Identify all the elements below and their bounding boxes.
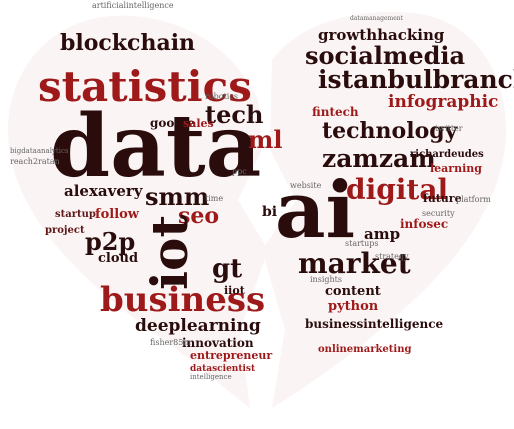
word-gt: gt <box>212 254 243 284</box>
word-datascientist: datascientist <box>190 364 256 374</box>
word-ai: ai <box>275 165 356 256</box>
word-alexavery: alexavery <box>64 182 143 200</box>
word-bi: bi <box>262 204 278 220</box>
word-istanbulbranch: istanbulbranch <box>318 65 514 94</box>
word-datamanagement: datamanagement <box>350 15 404 22</box>
word-startup: startup <box>55 209 96 220</box>
word-growthhacking: growthhacking <box>318 26 445 44</box>
word-learning: learning <box>430 162 482 175</box>
word-iot: iot <box>140 214 199 290</box>
word-seo: seo <box>178 203 220 229</box>
word-blockchain: blockchain <box>60 30 196 56</box>
word-entrepreneur: entrepreneur <box>190 349 273 362</box>
word-twitter: twitter <box>435 124 463 133</box>
word-google: google <box>150 116 195 130</box>
word-future: future <box>423 192 462 205</box>
word-infosec: infosec <box>400 217 449 231</box>
heart-right-half <box>262 11 507 408</box>
word-follow: follow <box>95 207 140 222</box>
word-market: market <box>298 247 411 280</box>
word-tech: tech <box>205 100 264 129</box>
word-artificialintelligence: artificialintelligence <box>92 1 174 10</box>
word-project: project <box>45 225 85 236</box>
word-p2p: p2p <box>85 227 136 256</box>
word-security: security <box>422 209 455 218</box>
word-statistics: statistics <box>38 62 252 111</box>
word-business: business <box>100 280 266 320</box>
word-ml: ml <box>248 125 283 154</box>
word-technology: technology <box>322 118 458 144</box>
word-cloud: cloud <box>98 251 139 266</box>
word-ppc: ppc <box>232 167 247 176</box>
word-platform: platform <box>456 195 491 204</box>
word-fisher85m: fisher85m <box>150 338 191 347</box>
word-reach2ratan: reach2ratan <box>10 157 60 166</box>
word-time: time <box>205 194 224 203</box>
word-digital: digital <box>346 173 449 206</box>
word-content: content <box>325 284 381 299</box>
word-intelligence: intelligence <box>190 373 232 381</box>
word-socialmedia: socialmedia <box>305 41 466 70</box>
word-iiot: iiot <box>224 284 245 297</box>
word-onlinemarketing: onlinemarketing <box>318 344 412 355</box>
heart-left-half <box>8 15 268 408</box>
word-zamzam: zamzam <box>322 144 436 173</box>
word-sales: sales <box>183 117 214 130</box>
word-innovation: innovation <box>182 336 254 350</box>
word-infographic: infographic <box>388 92 499 112</box>
word-robotics: robotics <box>205 92 238 101</box>
word-startups: startups <box>345 239 379 248</box>
word-richardeudes: richardeudes <box>410 149 484 160</box>
word-strategy: strategy <box>375 252 409 261</box>
word-insights: insights <box>310 275 342 284</box>
word-python: python <box>328 299 379 314</box>
word-deeplearning: deeplearning <box>135 316 261 336</box>
word-businessintelligence: businessintelligence <box>305 317 444 331</box>
word-website: website <box>290 181 322 190</box>
word-bigdataanalytics: bigdataanalytics <box>10 147 69 155</box>
word-data: data <box>50 96 262 197</box>
word-smm: smm <box>145 182 210 211</box>
word-fintech: fintech <box>312 105 359 119</box>
word-amp: amp <box>364 225 401 243</box>
